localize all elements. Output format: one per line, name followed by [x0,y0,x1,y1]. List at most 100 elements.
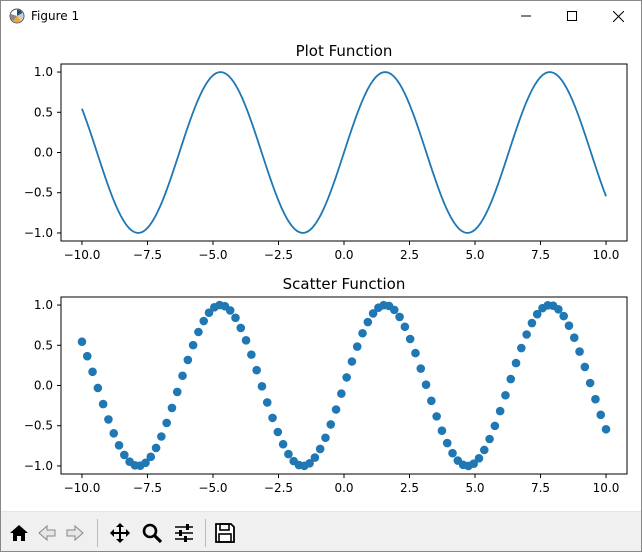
x-tick-label: −5.0 [198,481,227,495]
close-button[interactable] [595,1,641,31]
zoom-icon [142,523,163,544]
x-tick-label: 7.5 [531,481,550,495]
scatter-point [157,432,166,441]
pan-button[interactable] [107,520,133,546]
scatter-point [82,351,92,361]
back-button[interactable] [34,520,60,546]
minimize-button[interactable] [503,1,549,31]
scatter-point [358,328,367,338]
x-tick-label: 7.5 [531,248,550,262]
scatter-point [321,433,330,443]
scatter-point [580,362,590,372]
maximize-button[interactable] [549,1,595,31]
scatter-point [236,323,246,333]
navigation-toolbar [1,511,641,551]
scatter-point [167,403,177,413]
scatter-point [506,374,516,384]
scatter-point [104,415,113,424]
scatter-point [427,396,436,406]
home-button[interactable] [6,520,32,546]
scatter-point [88,367,97,377]
scatter-point [268,413,277,423]
x-tick-label: −5.0 [198,248,227,262]
scatter-point [368,309,378,318]
scatter-point [231,313,240,323]
scatter-point [178,371,187,381]
scatter-point [585,378,595,388]
scatter-point [225,306,235,315]
zoom-button[interactable] [139,520,165,546]
x-tick-label: −2.5 [264,481,293,495]
scatter-point [569,333,579,342]
scatter-point [517,343,526,353]
x-tick-label: 10.0 [593,248,620,262]
scatter-point [183,355,193,365]
scatter-point [448,448,457,458]
x-tick-label: −7.5 [133,481,162,495]
scatter-point [591,394,600,404]
y-tick-label: 1.0 [34,298,53,312]
scatter-point [337,389,346,398]
x-tick-label: 0.0 [334,248,353,262]
scatter-point [501,390,510,400]
subplots-icon [175,524,193,542]
forward-button[interactable] [62,520,88,546]
scatter-point [241,336,251,345]
scatter-point [172,387,182,397]
x-tick-label: 2.5 [400,248,419,262]
scatter-point [522,330,531,339]
save-button[interactable] [212,520,238,546]
scatter-point [199,316,209,326]
scatter-point [98,399,108,409]
scatter-plot-axes: Scatter Function −10.0 −7.5 −5.0 −2.5 0.0 2.5 5… [24,275,628,495]
scatter-point [363,317,373,327]
scatter-point [162,418,171,428]
scatter-point [432,412,441,421]
scatter-point [347,357,357,366]
forward-arrow-icon [66,524,84,542]
window-title: Figure 1 [31,9,80,23]
figure-canvas[interactable]: Plot Function −10.0 −7.5 −5.0 −2.5 0.0 2.5 5.0 7… [1,31,641,511]
scatter-point [141,458,150,468]
x-tick-label: 2.5 [400,481,419,495]
scatter-point [114,441,124,450]
scatter-point [151,443,161,453]
scatter-point [554,305,563,314]
scatter-point [120,450,129,460]
x-tick-label: −10.0 [64,481,101,495]
toolbar-separator [97,519,98,547]
scatter-point [262,398,272,407]
y-tick-label: 0.0 [34,146,53,160]
axes-title: Scatter Function [283,275,406,293]
y-tick-label: 1.0 [34,65,53,79]
scatter-point [559,311,568,321]
scatter-point [109,429,119,438]
scatter-point [596,410,606,420]
title-bar[interactable]: Figure 1 [1,1,641,31]
scatter-point [284,449,293,459]
x-tick-label: 5.0 [465,248,484,262]
scatter-point [490,421,500,431]
save-icon [215,523,235,543]
scatter-point [93,383,103,393]
scatter-point [305,459,314,468]
home-icon [10,525,28,541]
scatter-point [77,337,87,347]
x-tick-label: 10.0 [593,481,620,495]
scatter-point [405,334,415,344]
scatter-point [395,312,404,322]
scatter-point [532,309,542,319]
x-tick-label: 5.0 [465,481,484,495]
scatter-point [442,438,452,448]
y-tick-label: −1.0 [24,459,53,473]
minimize-icon [521,15,531,17]
sine-line-series [81,71,607,234]
axes-title: Plot Function [296,42,393,60]
scatter-point [188,340,198,350]
scatter-point [326,420,336,429]
scatter-point [315,444,325,454]
configure-subplots-button[interactable] [171,520,197,546]
line-plot-axes: Plot Function −10.0 −7.5 −5.0 −2.5 0.0 2.5 5.0 7… [24,42,628,262]
y-tick-label: −0.5 [24,419,53,433]
